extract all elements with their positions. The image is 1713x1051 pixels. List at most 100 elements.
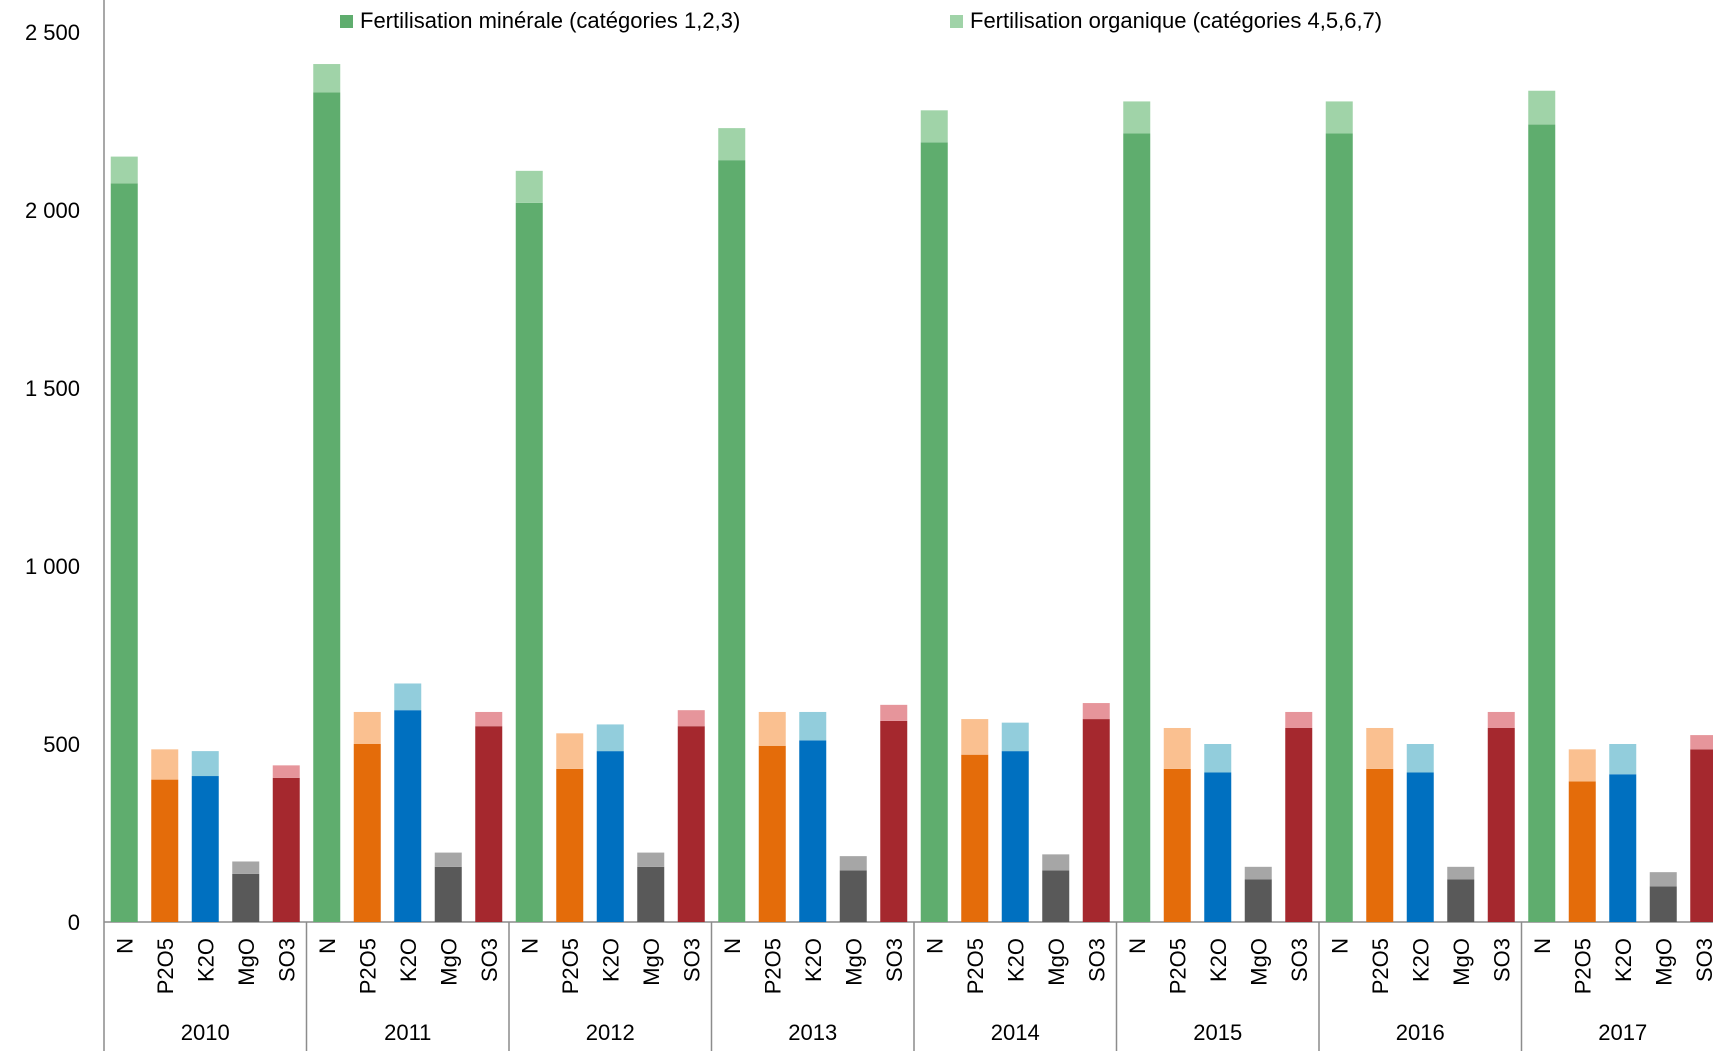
bar-mineral [1568, 781, 1596, 922]
bar-organic [232, 861, 260, 874]
bar-mineral [232, 873, 260, 922]
bar-organic [1406, 744, 1434, 773]
x-category-label: K2O [801, 938, 826, 982]
x-category-label: MgO [1449, 938, 1474, 986]
bar-mineral [313, 92, 341, 922]
bar-organic [920, 110, 948, 143]
x-category-label: SO3 [477, 938, 502, 982]
bar-organic [1285, 711, 1313, 728]
x-category-label: SO3 [882, 938, 907, 982]
bar-mineral [556, 768, 584, 922]
bar-mineral [1285, 727, 1313, 922]
bar-mineral [272, 777, 300, 922]
bar-organic [758, 711, 786, 746]
x-category-label: MgO [1044, 938, 1069, 986]
x-category-label: SO3 [1692, 938, 1713, 982]
bar-organic [191, 751, 219, 777]
bar-mineral [839, 870, 867, 922]
x-category-label: P2O5 [1165, 938, 1190, 994]
bar-mineral [637, 866, 665, 922]
bar-mineral [1447, 879, 1475, 922]
legend-item-organic: Fertilisation organique (catégories 4,5,… [950, 8, 1382, 34]
bar-mineral [1366, 768, 1394, 922]
bar-mineral [920, 142, 948, 923]
x-group-label: 2013 [788, 1020, 837, 1045]
bar-organic [1447, 866, 1475, 880]
legend-label-mineral: Fertilisation minérale (catégories 1,2,3… [360, 8, 741, 33]
bar-organic [110, 156, 138, 184]
bar-organic [1082, 703, 1110, 720]
legend-swatch-organic [950, 14, 963, 28]
legend-item-mineral: Fertilisation minérale (catégories 1,2,3… [340, 8, 740, 34]
bar-mineral [961, 754, 989, 922]
x-category-label: K2O [193, 938, 218, 982]
x-category-label: N [517, 938, 542, 954]
x-group-label: 2017 [1598, 1020, 1647, 1045]
bar-organic [353, 711, 381, 744]
bar-organic [151, 749, 179, 780]
bar-mineral [1123, 133, 1151, 922]
bar-mineral [434, 866, 462, 922]
bar-mineral [1204, 772, 1232, 922]
bar-mineral [1528, 124, 1556, 922]
bar-mineral [1001, 751, 1029, 922]
x-category-label: P2O5 [558, 938, 583, 994]
bar-organic [556, 733, 584, 769]
bar-organic [313, 64, 341, 93]
x-category-label: P2O5 [153, 938, 178, 994]
x-category-label: MgO [234, 938, 259, 986]
x-category-label: N [922, 938, 947, 954]
bar-organic [475, 711, 503, 727]
x-category-label: MgO [436, 938, 461, 986]
x-category-label: P2O5 [963, 938, 988, 994]
x-category-label: K2O [1206, 938, 1231, 982]
bar-organic [1649, 872, 1677, 887]
y-tick-label: 2 000 [25, 198, 80, 223]
x-category-label: N [112, 938, 137, 954]
x-category-label: P2O5 [1368, 938, 1393, 994]
bar-organic [1528, 90, 1556, 125]
bar-mineral [1163, 768, 1191, 922]
bar-organic [1366, 727, 1394, 769]
x-category-label: K2O [1003, 938, 1028, 982]
bar-mineral [110, 183, 138, 923]
bar-mineral [394, 710, 422, 922]
bar-organic [637, 852, 665, 867]
bar-mineral [718, 160, 746, 922]
bar-organic [880, 704, 908, 721]
bar-organic [434, 852, 462, 867]
bar-mineral [1487, 727, 1515, 922]
bar-organic [839, 856, 867, 871]
legend-swatch-mineral [340, 14, 353, 28]
x-category-label: K2O [598, 938, 623, 982]
y-tick-label: 1 500 [25, 376, 80, 401]
y-tick-label: 500 [43, 732, 80, 757]
bar-organic [718, 128, 746, 161]
y-tick-label: 1 000 [25, 554, 80, 579]
bar-organic [1487, 711, 1515, 728]
bar-mineral [353, 744, 381, 922]
bar-organic [1001, 722, 1029, 752]
bar-organic [1123, 101, 1151, 134]
x-category-label: P2O5 [760, 938, 785, 994]
x-category-label: SO3 [1287, 938, 1312, 982]
x-category-label: MgO [1246, 938, 1271, 986]
x-group-label: 2014 [991, 1020, 1040, 1045]
bar-organic [677, 710, 705, 727]
bar-mineral [475, 726, 503, 922]
bar-mineral [151, 779, 179, 922]
bar-organic [1042, 854, 1070, 871]
x-category-label: MgO [639, 938, 664, 986]
bar-mineral [191, 776, 219, 922]
bar-organic [272, 765, 300, 778]
x-category-label: P2O5 [355, 938, 380, 994]
x-category-label: N [315, 938, 340, 954]
x-group-label: 2011 [384, 1020, 431, 1045]
x-category-label: N [1327, 938, 1352, 954]
bar-organic [799, 711, 827, 741]
bar-mineral [1609, 774, 1637, 922]
x-group-label: 2015 [1193, 1020, 1242, 1045]
x-category-label: K2O [1611, 938, 1636, 982]
bar-mineral [1325, 133, 1353, 922]
